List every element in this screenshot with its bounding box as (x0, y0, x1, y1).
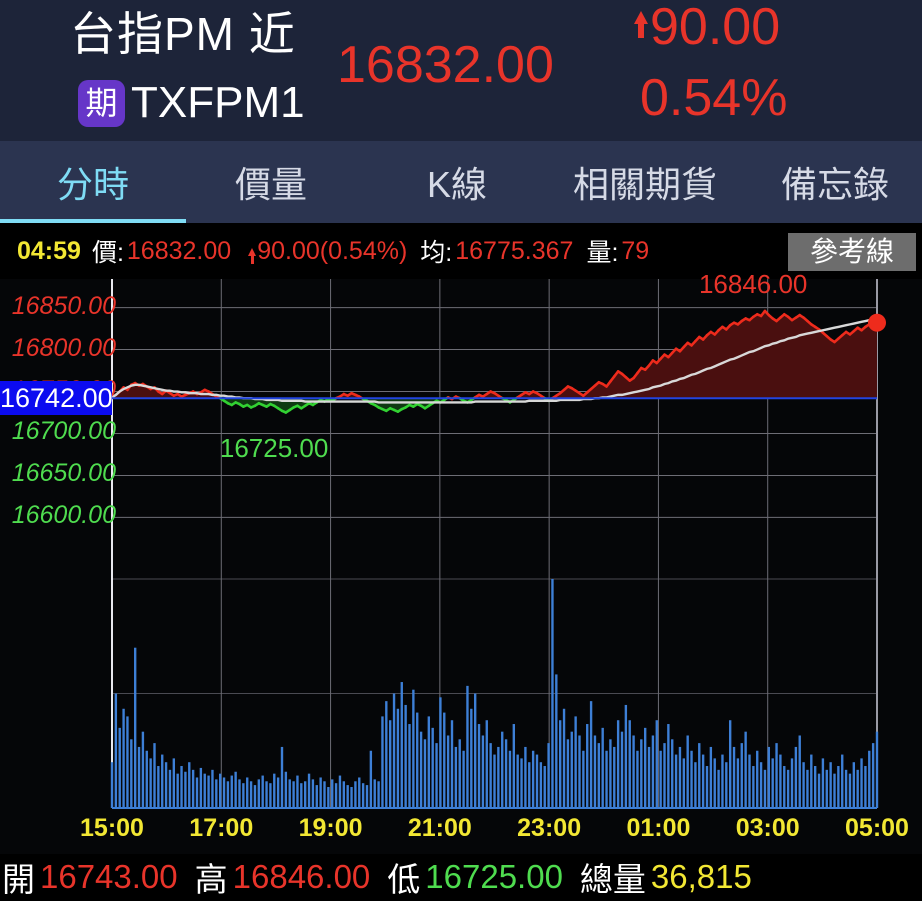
x-axis-tick-label: 19:00 (298, 814, 363, 842)
high-value: 16846.00 (232, 858, 371, 895)
ohlc-footer: 開 16743.00 高 16846.00 低 16725.00 總量 36,8… (0, 854, 922, 900)
total-volume-label: 總量 (579, 861, 646, 898)
y-axis-tick-label: 16600.00 (11, 501, 116, 530)
x-axis-tick-label: 23:00 (517, 814, 582, 842)
futures-badge-icon: 期 (78, 79, 125, 127)
price-change: 90.00 (634, 0, 780, 57)
x-axis-tick-label: 01:00 (626, 814, 691, 842)
x-axis-tick-label: 17:00 (189, 814, 254, 842)
tab-label: 相關期貨 (572, 164, 717, 205)
tab-bar: 分時 價量 K線 相關期貨 備忘錄 (0, 141, 922, 223)
symbol-row: 期 TXFPM1 (78, 78, 305, 128)
tab-price-volume[interactable]: 價量 (186, 141, 356, 223)
tab-candlestick[interactable]: K線 (372, 141, 542, 223)
low-price-annotation: 16725.00 (219, 432, 329, 463)
tab-label: K線 (426, 164, 487, 205)
tab-label: 備忘錄 (780, 164, 889, 205)
info-change-value: 90.00(0.54%) (257, 236, 408, 265)
tab-intraday[interactable]: 分時 (0, 141, 186, 223)
high-price-annotation: 16846.00 (698, 268, 808, 299)
x-axis-tick-label: 03:00 (735, 814, 800, 842)
info-price-value: 16832.00 (126, 236, 232, 265)
total-volume-value: 36,815 (650, 858, 752, 895)
ohlc-row: 開 16743.00 高 16846.00 低 16725.00 總量 36,8… (2, 854, 769, 900)
info-average-label: 均: (420, 239, 453, 267)
info-time: 04:59 (17, 236, 81, 265)
quote-header: 台指PM 近 期 TXFPM1 16832.00 90.00 0.54% (0, 0, 922, 141)
open-label: 開 (2, 861, 35, 898)
instrument-name: 台指PM 近 (70, 8, 296, 60)
tab-active-underline (0, 219, 186, 223)
info-volume-value: 79 (621, 236, 650, 265)
reference-price-badge: 16742.00 (0, 381, 113, 416)
high-label: 高 (194, 861, 228, 898)
y-axis-tick-label: 16700.00 (11, 417, 116, 446)
price-change-percent: 0.54% (640, 69, 788, 127)
price-change-value: 90.00 (650, 0, 781, 56)
x-axis-tick-label: 15:00 (80, 814, 144, 842)
tab-related-futures[interactable]: 相關期貨 (548, 141, 742, 223)
info-volume-label: 量: (586, 239, 619, 267)
x-axis-tick-label: 21:00 (407, 814, 472, 842)
low-value: 16725.00 (425, 858, 563, 895)
last-price: 16832.00 (337, 36, 554, 94)
instrument-symbol: TXFPM1 (131, 78, 305, 127)
chart-canvas (0, 279, 886, 809)
y-axis-tick-label: 16850.00 (11, 291, 116, 320)
arrow-up-icon (634, 11, 648, 38)
reference-line-button[interactable]: 參考線 (788, 233, 916, 271)
arrow-up-small-icon (248, 247, 257, 264)
info-bar-readout: 04:59 價: 16832.00 90.00(0.54%) 均: 16775.… (17, 223, 649, 279)
y-axis-tick-label: 16650.00 (11, 459, 116, 488)
intraday-chart[interactable]: 16850.0016800.0016750.0016700.0016650.00… (0, 269, 922, 854)
info-price-label: 價: (91, 239, 124, 267)
tab-label: 分時 (56, 164, 129, 205)
info-average-value: 16775.367 (455, 236, 574, 265)
y-axis-tick-label: 16800.00 (11, 333, 116, 362)
open-value: 16743.00 (40, 858, 178, 895)
x-axis-tick-label: 05:00 (845, 814, 909, 842)
tab-label: 價量 (234, 164, 307, 205)
info-bar: 04:59 價: 16832.00 90.00(0.54%) 均: 16775.… (0, 223, 922, 279)
tab-memo[interactable]: 備忘錄 (748, 141, 922, 223)
low-label: 低 (387, 861, 421, 898)
